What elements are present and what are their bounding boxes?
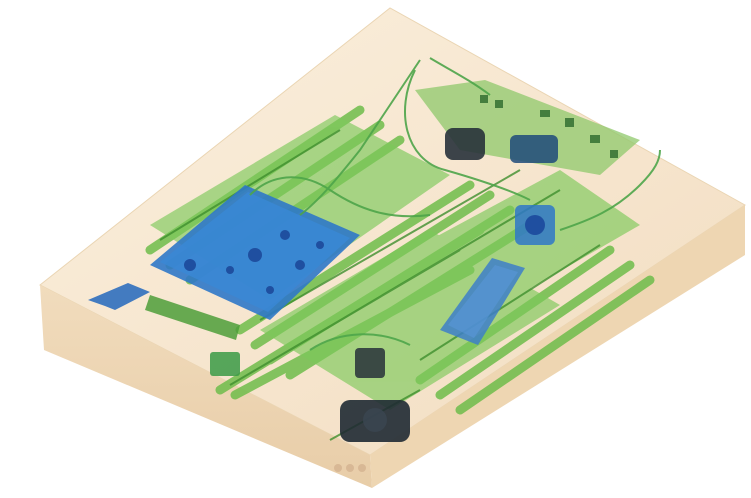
blue-bracket	[88, 283, 150, 310]
cables	[249, 57, 661, 351]
circuit-board-top	[415, 80, 640, 175]
blue-plate-left	[150, 185, 360, 320]
blue-plate-right	[440, 258, 525, 345]
components-bottom	[210, 205, 555, 472]
box-front-face	[40, 285, 372, 488]
green-bracket	[145, 295, 240, 340]
